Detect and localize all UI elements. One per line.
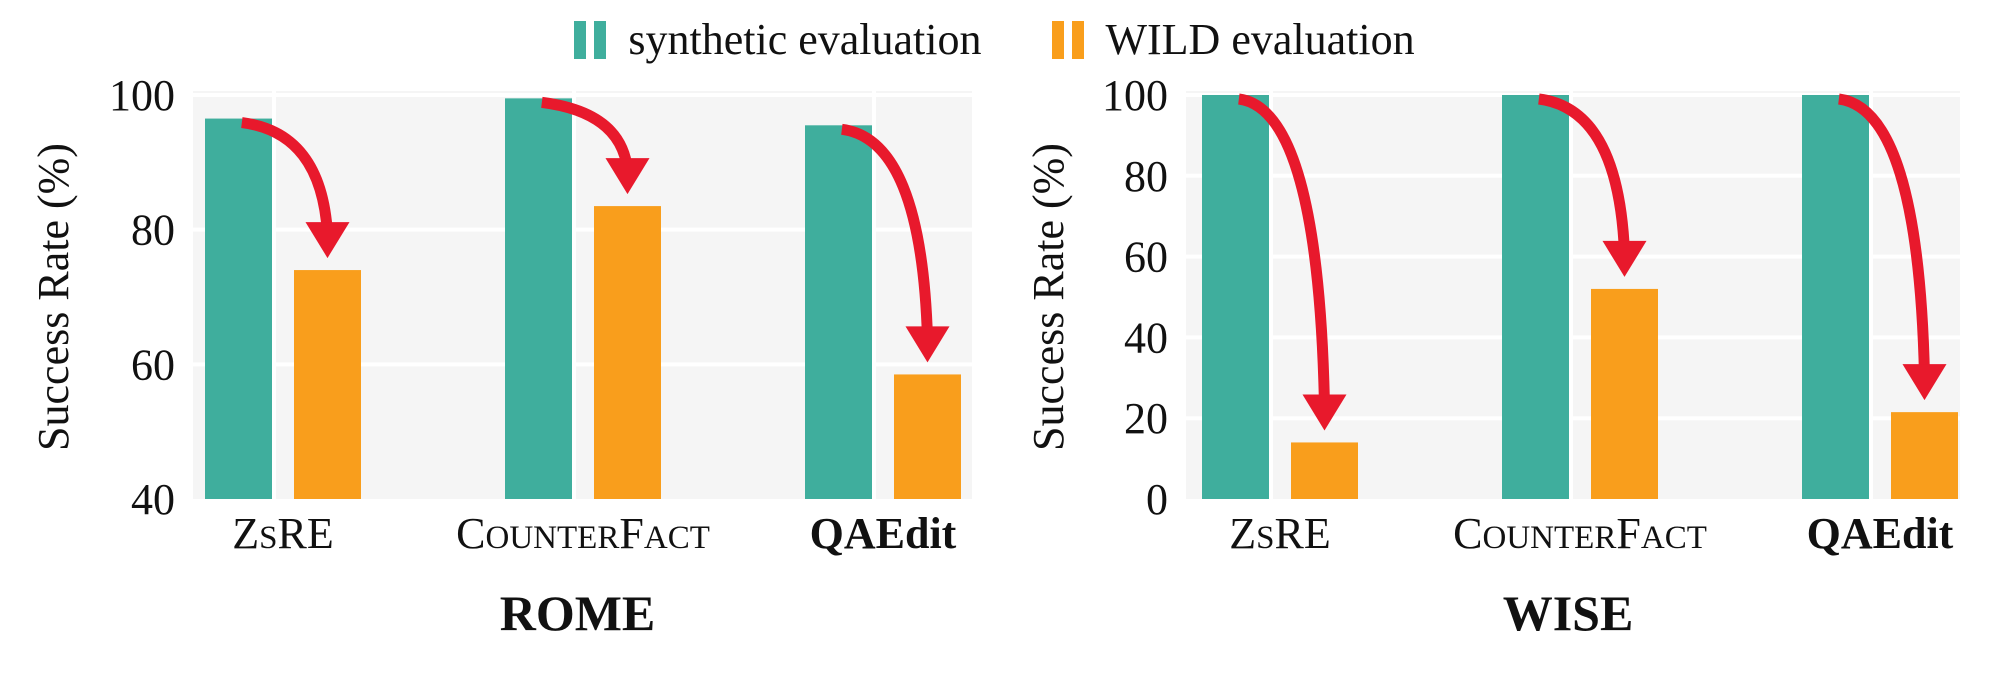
legend-swatch-synthetic	[574, 20, 607, 59]
drop-arrow-line	[1837, 93, 1930, 377]
y-tick-label: 100	[1102, 71, 1168, 120]
category-label-counterfact: COUNTERFACT	[1453, 509, 1707, 558]
category-label-counterfact: COUNTERFACT	[456, 509, 710, 558]
legend: synthetic evaluation WILD evaluation	[0, 14, 1989, 65]
y-tick-label: 60	[1124, 233, 1168, 282]
panel-title-rome: ROME	[500, 585, 656, 641]
bar-synthetic-counterfact	[1502, 95, 1569, 499]
legend-item-synthetic: synthetic evaluation	[574, 14, 982, 65]
bar-synthetic-zsre	[205, 118, 272, 500]
drop-arrow-head	[1302, 394, 1347, 431]
bar-synthetic-counterfact	[505, 98, 572, 499]
drop-arrow-head	[305, 222, 350, 259]
y-tick-label: 80	[131, 206, 175, 255]
bar-wild-counterfact	[1591, 288, 1658, 499]
bar-wild-zsre	[294, 270, 361, 499]
category-label-zsre: ZSRE	[232, 509, 334, 558]
y-tick-label: 20	[1124, 394, 1168, 443]
drop-arrow-head	[605, 158, 650, 195]
bar-synthetic-zsre	[1202, 95, 1269, 499]
bar-synthetic-qaedit	[805, 125, 872, 500]
bar-wild-zsre	[1291, 442, 1358, 499]
bar-wild-qaedit	[894, 374, 961, 499]
drop-arrow-head	[1602, 240, 1647, 277]
legend-label-wild: WILD evaluation	[1105, 15, 1415, 64]
category-label-qaedit: QAEdit	[810, 509, 957, 558]
y-axis-label: Success Rate (%)	[1024, 143, 1073, 451]
bar-wild-counterfact	[594, 206, 661, 499]
drop-arrow-line	[541, 96, 633, 171]
category-label-qaedit: QAEdit	[1807, 509, 1954, 558]
legend-item-wild: WILD evaluation	[1051, 14, 1415, 65]
drop-arrow-line	[241, 117, 333, 235]
drop-arrow-line	[1537, 93, 1630, 254]
legend-label-synthetic: synthetic evaluation	[628, 15, 982, 64]
drop-arrow-head	[905, 326, 950, 363]
panel-title-wise: WISE	[1503, 585, 1634, 641]
y-tick-label: 40	[131, 475, 175, 524]
category-label-zsre: ZSRE	[1229, 509, 1331, 558]
bar-wild-qaedit	[1891, 412, 1958, 499]
drop-arrow-head	[1902, 364, 1947, 401]
y-axis-label: Success Rate (%)	[29, 143, 78, 451]
bar-synthetic-qaedit	[1802, 95, 1869, 499]
legend-swatch-wild	[1051, 20, 1084, 59]
drop-arrow-line	[1237, 93, 1330, 407]
y-tick-label: 0	[1146, 475, 1168, 524]
y-tick-label: 60	[131, 340, 175, 389]
drop-arrow-line	[840, 123, 933, 339]
y-tick-label: 100	[109, 71, 175, 120]
y-tick-label: 80	[1124, 152, 1168, 201]
y-tick-label: 40	[1124, 313, 1168, 362]
